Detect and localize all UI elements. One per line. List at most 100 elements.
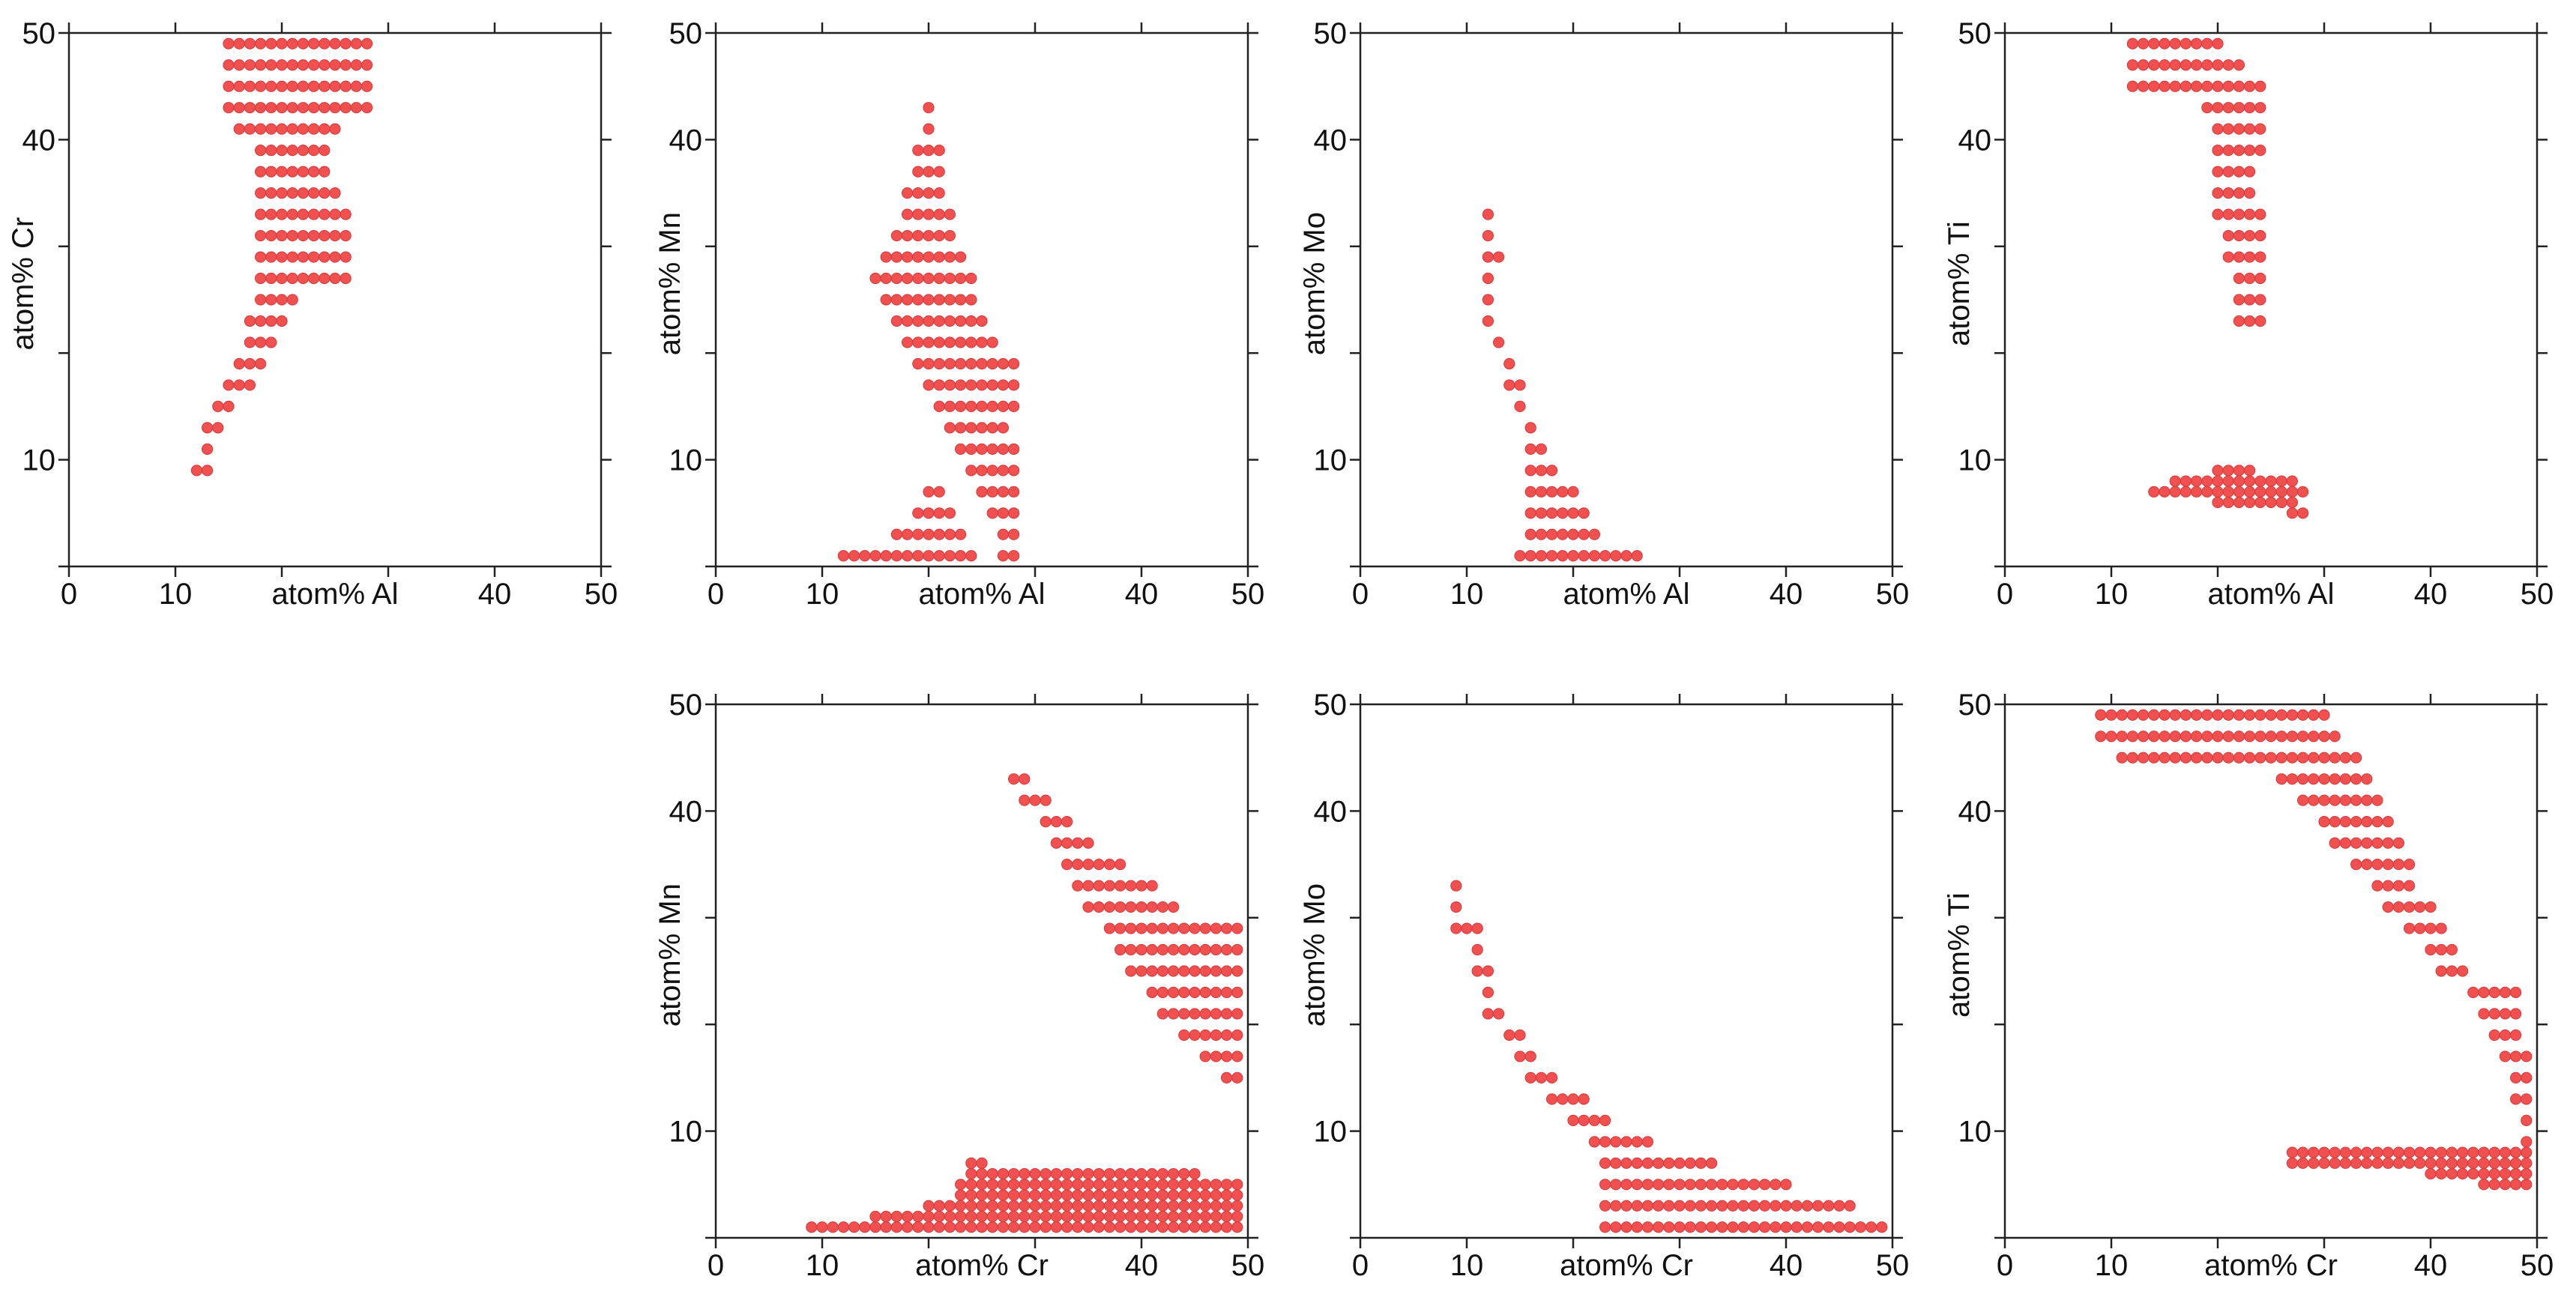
data-point [223,59,235,71]
data-point [2488,986,2500,999]
data-point [2318,816,2330,828]
data-point [1482,965,1494,977]
data-point [986,336,998,348]
data-point [1146,922,1158,934]
data-point [2233,475,2245,487]
data-point [340,80,352,92]
data-point [923,528,935,540]
y-tick-label: 50 [1314,689,1348,722]
data-point [2244,166,2256,178]
data-point [976,422,988,434]
data-point [912,187,924,199]
data-point [255,123,267,135]
data-point [2318,731,2330,743]
data-point [1833,1200,1845,1212]
data-point [997,400,1010,413]
data-point [2222,496,2234,509]
data-point [933,550,945,562]
data-point [902,229,914,242]
data-point [997,528,1010,540]
data-point [1684,1200,1696,1212]
data-point [1780,1200,1792,1212]
data-point [2371,816,2383,828]
data-point [244,59,256,71]
data-point [880,294,892,306]
data-point [976,1200,988,1212]
data-point [2180,475,2192,487]
data-point [1210,1008,1222,1020]
data-point [2297,1146,2309,1158]
data-point [2404,901,2416,913]
data-point [1535,507,1547,519]
data-point [2212,709,2224,721]
data-point [329,272,341,285]
data-point [1125,1221,1137,1233]
data-point [1684,1179,1696,1191]
data-point [2169,475,2181,487]
data-point [955,528,967,540]
data-point [1178,1189,1190,1201]
data-point [340,37,352,49]
data-point [1040,1179,1052,1191]
data-point [255,272,267,285]
data-point [1061,1210,1073,1223]
data-point [340,251,352,263]
data-point [965,336,977,348]
y-axis-label: atom% Mn [654,883,687,1027]
data-point [944,422,956,434]
x-tick-label: 40 [1770,578,1803,611]
data-point [965,1221,977,1233]
panel-7: 0 10 10 40 40 50 50 atom% Cr atom% Mo [1298,689,1909,1282]
data-point [2361,794,2373,806]
data-point [902,251,914,263]
data-point [944,272,956,285]
data-point [2435,943,2447,956]
x-axis-label: atom% Al [919,578,1046,611]
data-point [923,1221,935,1233]
data-point [1684,1221,1696,1233]
data-point [997,465,1010,477]
data-point [933,400,945,413]
x-tick-label: 50 [1876,1249,1910,1282]
data-point [340,208,352,220]
panel-6: 0 10 10 40 40 50 50 atom% Cr atom% Mn [654,689,1264,1282]
y-axis-label: atom% Mo [1298,212,1331,355]
data-point [2308,709,2320,721]
data-point [2233,272,2245,285]
data-point [1823,1221,1835,1233]
data-point [923,1200,935,1212]
data-point [2457,1157,2469,1169]
y-tick-label: 40 [22,124,56,157]
data-point [890,315,903,327]
data-point [2297,709,2309,721]
data-point [1588,550,1600,562]
data-point [1663,1157,1675,1169]
data-point [1189,1167,1201,1180]
data-point [1450,922,1462,934]
data-point [1524,550,1536,562]
data-point [2222,59,2234,71]
data-point [1524,528,1536,540]
x-tick-label: 10 [806,578,839,611]
panel-3: 0 10 10 40 40 50 50 atom% Al atom% Mo [1298,17,1909,611]
data-point [1125,880,1137,892]
data-point [223,379,235,391]
data-point [890,1210,903,1223]
data-point [859,1221,871,1233]
data-point [2392,859,2404,871]
data-point [869,1221,881,1233]
data-point [1210,1179,1222,1191]
data-point [1780,1179,1792,1191]
data-point [1168,1221,1180,1233]
data-point [902,336,914,348]
data-point [329,229,341,242]
data-point [2254,272,2266,285]
y-tick-label: 50 [1314,17,1348,50]
data-point [2308,1157,2320,1169]
data-point [955,294,967,306]
y-tick-label: 10 [669,1116,703,1149]
data-point [1114,1200,1126,1212]
x-axis-label: atom% Al [2208,578,2335,611]
y-tick-label: 50 [669,17,703,50]
data-point [1231,1008,1243,1020]
